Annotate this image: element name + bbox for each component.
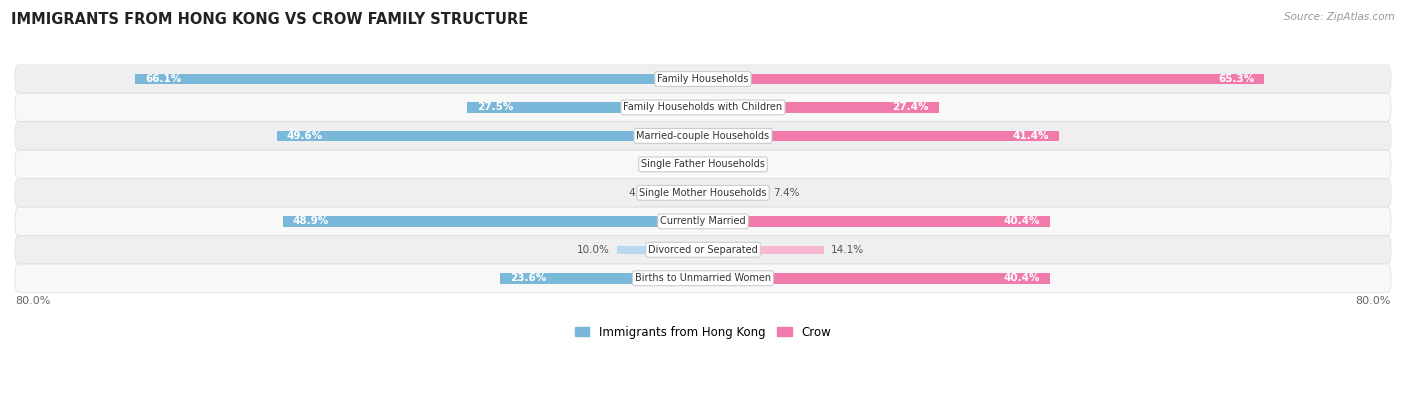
Bar: [662, 189, 703, 197]
Text: 66.1%: 66.1%: [145, 74, 181, 84]
Text: 14.1%: 14.1%: [831, 245, 865, 255]
Bar: [283, 216, 703, 227]
Bar: [135, 73, 703, 85]
Text: Divorced or Separated: Divorced or Separated: [648, 245, 758, 255]
Text: 3.5%: 3.5%: [740, 159, 766, 169]
Text: 10.0%: 10.0%: [578, 245, 610, 255]
Bar: [688, 160, 703, 168]
Bar: [703, 130, 1059, 141]
FancyBboxPatch shape: [15, 122, 1391, 150]
Text: Family Households with Children: Family Households with Children: [623, 102, 783, 113]
Text: 49.6%: 49.6%: [287, 131, 323, 141]
Bar: [501, 273, 703, 284]
FancyBboxPatch shape: [15, 65, 1391, 93]
Text: 65.3%: 65.3%: [1218, 74, 1254, 84]
FancyBboxPatch shape: [15, 207, 1391, 235]
Text: IMMIGRANTS FROM HONG KONG VS CROW FAMILY STRUCTURE: IMMIGRANTS FROM HONG KONG VS CROW FAMILY…: [11, 12, 529, 27]
Text: 23.6%: 23.6%: [510, 273, 547, 283]
FancyBboxPatch shape: [15, 150, 1391, 179]
Text: Currently Married: Currently Married: [661, 216, 745, 226]
Text: 27.4%: 27.4%: [891, 102, 928, 113]
Text: Single Mother Households: Single Mother Households: [640, 188, 766, 198]
Text: Source: ZipAtlas.com: Source: ZipAtlas.com: [1284, 12, 1395, 22]
Bar: [703, 273, 1050, 284]
Legend: Immigrants from Hong Kong, Crow: Immigrants from Hong Kong, Crow: [571, 321, 835, 343]
FancyBboxPatch shape: [15, 236, 1391, 264]
Text: 27.5%: 27.5%: [477, 102, 513, 113]
Bar: [467, 102, 703, 113]
Text: Births to Unmarried Women: Births to Unmarried Women: [636, 273, 770, 283]
Text: 48.9%: 48.9%: [292, 216, 329, 226]
Text: 7.4%: 7.4%: [773, 188, 800, 198]
Text: 41.4%: 41.4%: [1012, 131, 1049, 141]
Bar: [703, 102, 939, 113]
Text: 40.4%: 40.4%: [1004, 216, 1040, 226]
Text: 80.0%: 80.0%: [1355, 296, 1391, 306]
Bar: [703, 160, 733, 168]
Bar: [277, 130, 703, 141]
Text: 80.0%: 80.0%: [15, 296, 51, 306]
Bar: [703, 216, 1050, 227]
Bar: [703, 246, 824, 254]
Bar: [703, 73, 1264, 85]
Text: Family Households: Family Households: [658, 74, 748, 84]
Text: Single Father Households: Single Father Households: [641, 159, 765, 169]
Text: 1.8%: 1.8%: [654, 159, 681, 169]
FancyBboxPatch shape: [15, 93, 1391, 122]
Bar: [617, 246, 703, 254]
FancyBboxPatch shape: [15, 179, 1391, 207]
Text: Married-couple Households: Married-couple Households: [637, 131, 769, 141]
Text: 40.4%: 40.4%: [1004, 273, 1040, 283]
Bar: [703, 189, 766, 197]
Text: 4.8%: 4.8%: [628, 188, 655, 198]
FancyBboxPatch shape: [15, 264, 1391, 292]
